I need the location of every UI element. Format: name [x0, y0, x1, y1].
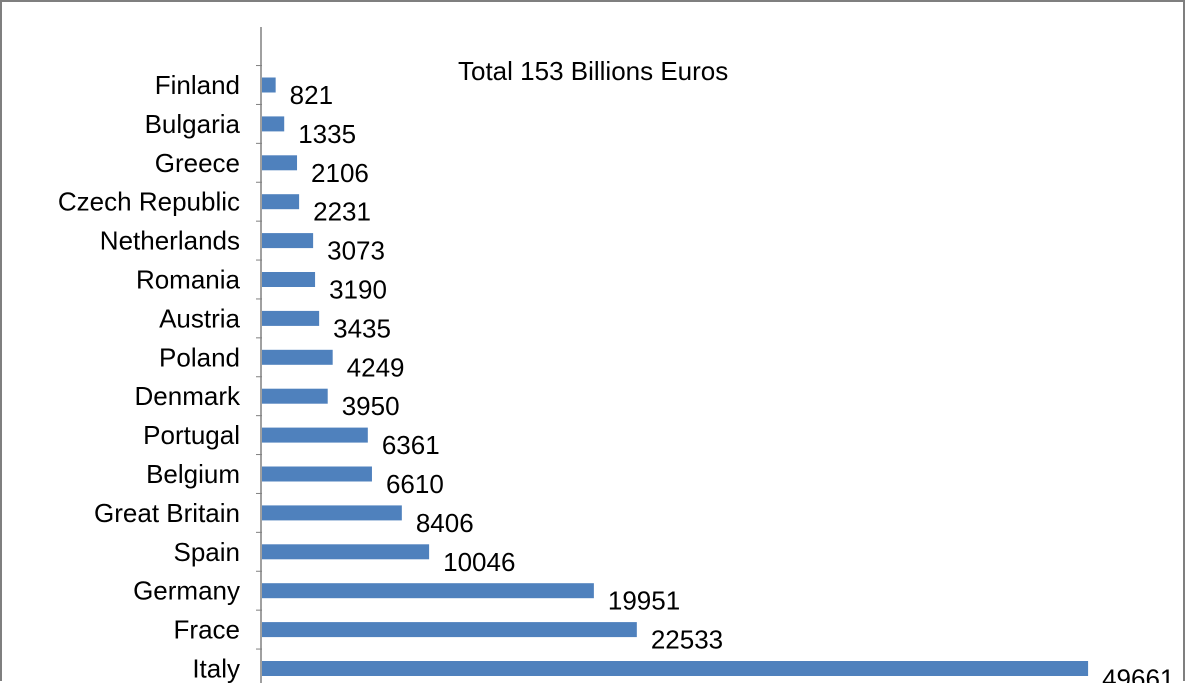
- bar: [262, 194, 299, 209]
- data-label: 3073: [327, 236, 385, 266]
- bar: [262, 467, 372, 482]
- category-label: Great Britain: [94, 498, 240, 528]
- data-label: 49661: [1102, 664, 1174, 683]
- data-label: 10046: [443, 547, 515, 577]
- category-label: Romania: [136, 265, 241, 295]
- data-label: 2231: [313, 197, 371, 227]
- bar: [262, 116, 284, 131]
- category-label: Germany: [133, 576, 240, 606]
- category-label: Bulgaria: [145, 109, 241, 139]
- category-label: Czech Republic: [58, 187, 240, 217]
- bar: [262, 233, 313, 248]
- data-label: 6361: [382, 430, 440, 460]
- data-label: 22533: [651, 625, 723, 655]
- bar: [262, 78, 276, 93]
- data-label: 1335: [298, 119, 356, 149]
- data-label: 19951: [608, 586, 680, 616]
- bar: [262, 155, 297, 170]
- bar: [262, 311, 319, 326]
- data-label: 3435: [333, 313, 391, 343]
- bar: [262, 505, 402, 520]
- bar: [262, 428, 368, 443]
- data-label: 821: [290, 80, 333, 110]
- category-label: Portugal: [143, 420, 240, 450]
- category-label: Netherlands: [100, 226, 240, 256]
- category-label: Belgium: [146, 459, 240, 489]
- category-labels: Finland Bulgaria Greece Czech Republic Nethe…: [58, 66, 262, 683]
- bar: [262, 389, 328, 404]
- category-label: Italy: [192, 654, 240, 683]
- bar: [262, 350, 333, 365]
- category-label: Frace: [174, 615, 240, 645]
- bar: [262, 544, 429, 559]
- chart-title: Total 153 Billions Euros: [458, 56, 728, 86]
- data-label: 3950: [342, 391, 400, 421]
- category-label: Greece: [155, 148, 240, 178]
- bar: [262, 272, 315, 287]
- category-label: Poland: [159, 342, 240, 372]
- data-label: 3190: [329, 275, 387, 305]
- category-label: Finland: [155, 70, 240, 100]
- data-label: 8406: [416, 508, 474, 538]
- category-label: Spain: [174, 537, 241, 567]
- category-label: Denmark: [135, 381, 241, 411]
- category-label: Austria: [159, 303, 240, 333]
- data-label: 4249: [347, 352, 405, 382]
- bar: [262, 583, 594, 598]
- bar: [262, 661, 1088, 676]
- data-label: 6610: [386, 469, 444, 499]
- bar: [262, 622, 637, 637]
- data-label: 2106: [311, 158, 369, 188]
